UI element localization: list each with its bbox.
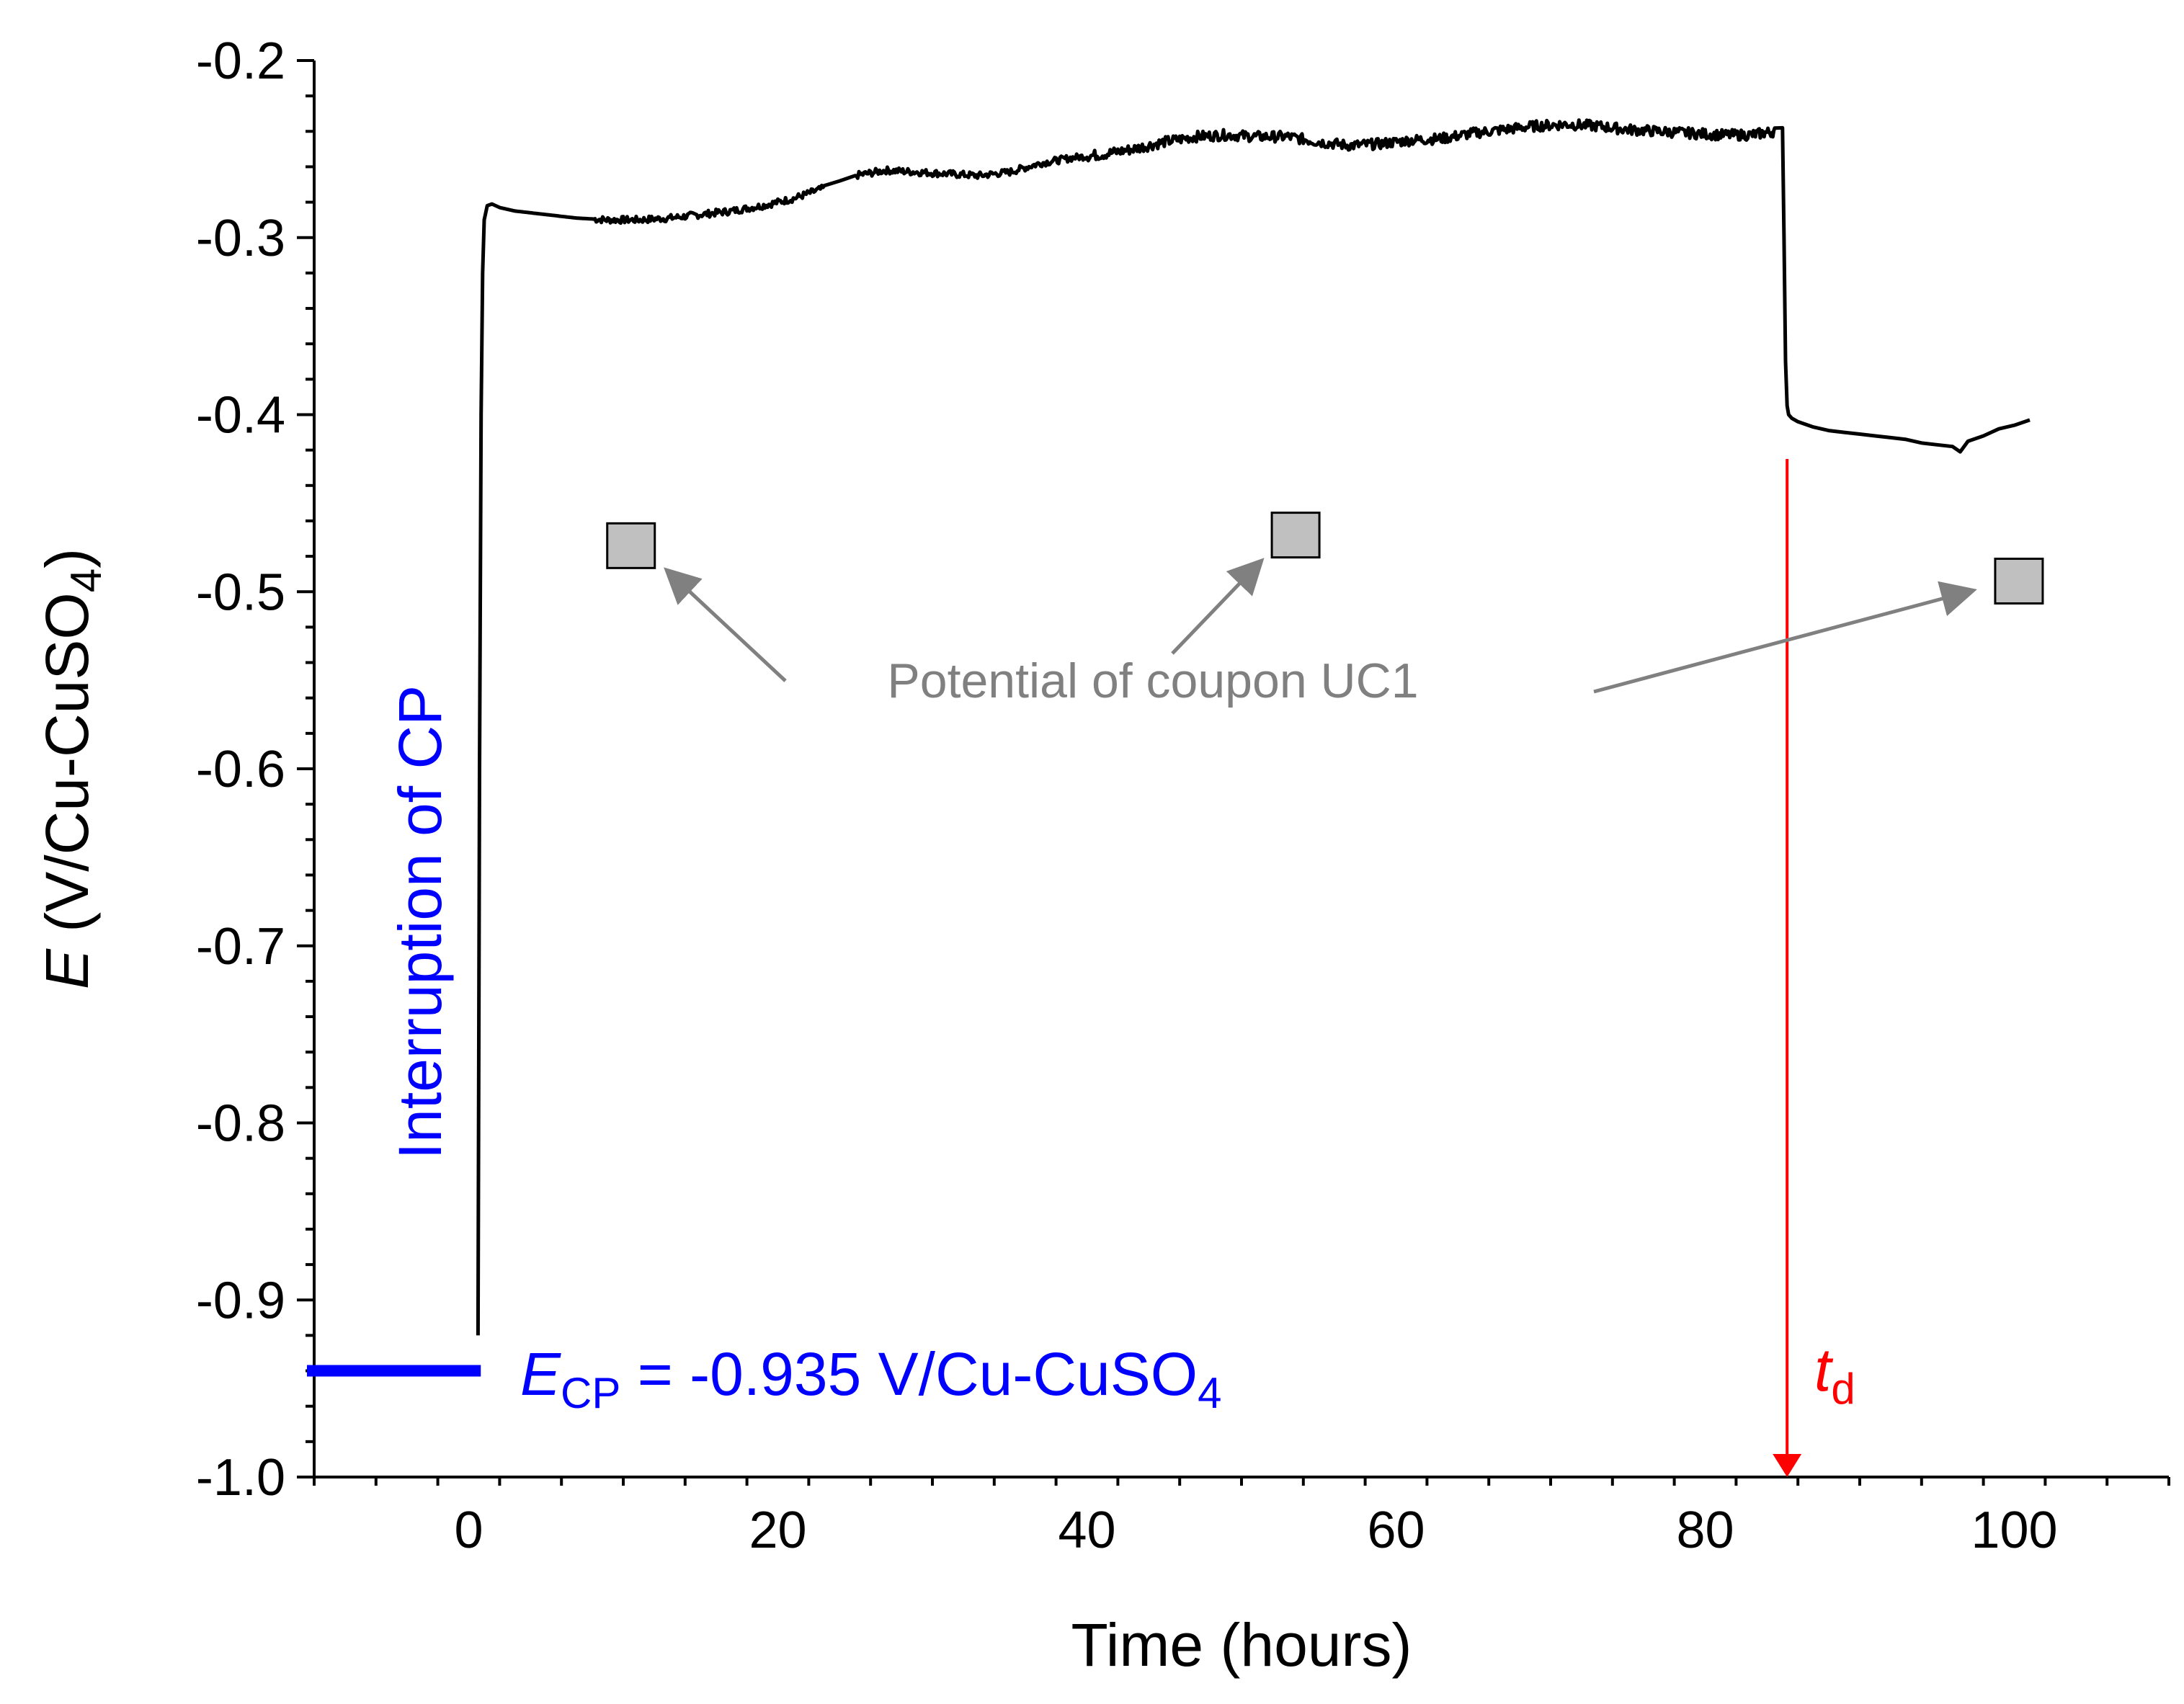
y-tick-label: -0.7 bbox=[196, 918, 285, 976]
coupon-arrow bbox=[1593, 581, 1977, 694]
y-tick-label: -0.5 bbox=[196, 563, 285, 621]
td-label: td bbox=[1814, 1336, 1855, 1413]
y-ticks: -1.0 -0.9 -0.8 -0.7 -0.6 -0.5 -0.4 -0.3 -0.2 bbox=[196, 32, 314, 1507]
y-tick-label: -0.6 bbox=[196, 741, 285, 798]
axes: 0 20 40 60 80 100 -1.0 -0.9 -0.8 -0.7 -0.6 -0.5 -0.… bbox=[196, 32, 2170, 1559]
coupon-marker bbox=[606, 522, 656, 569]
y-tick-label: -0.9 bbox=[196, 1272, 285, 1329]
coupon-marker bbox=[1994, 558, 2044, 605]
y-axis-title-var: E bbox=[33, 948, 101, 989]
x-tick-label: 40 bbox=[1058, 1502, 1115, 1559]
y-tick-label: -0.8 bbox=[196, 1095, 285, 1153]
ecp-label-subscript: CP bbox=[561, 1369, 620, 1417]
x-tick-label: 80 bbox=[1676, 1502, 1734, 1559]
coupon-arrows bbox=[664, 558, 1977, 694]
y-axis-title-unit: (V/Cu-CuSO bbox=[33, 592, 101, 949]
ecp-label-value: = -0.935 V/Cu-CuSO bbox=[620, 1340, 1198, 1408]
x-tick-label: 0 bbox=[454, 1502, 483, 1559]
y-axis-title-subscript: 4 bbox=[62, 568, 110, 592]
coupon-marker bbox=[1270, 512, 1321, 559]
y-axis-title: E (V/Cu-CuSO4) bbox=[33, 548, 110, 989]
x-tick-label: 60 bbox=[1367, 1502, 1425, 1559]
ecp-label: ECP = -0.935 V/Cu-CuSO4 bbox=[520, 1340, 1221, 1417]
x-ticks: 0 20 40 60 80 100 bbox=[313, 1477, 2170, 1559]
y-tick-label: -1.0 bbox=[196, 1449, 285, 1507]
x-tick-label: 100 bbox=[1971, 1502, 2057, 1559]
x-axis-title: Time (hours) bbox=[1071, 1611, 1412, 1679]
coupon-arrow bbox=[664, 567, 787, 682]
x-tick-label: 20 bbox=[749, 1502, 806, 1559]
coupon-markers bbox=[606, 512, 2044, 605]
ecp-label-subscript-2: 4 bbox=[1198, 1369, 1221, 1417]
y-axis-title-close: ) bbox=[33, 548, 101, 568]
y-tick-label: -0.3 bbox=[196, 210, 285, 267]
coupon-arrow bbox=[1171, 558, 1265, 655]
td-label-var: t bbox=[1814, 1336, 1834, 1404]
plot-area bbox=[307, 118, 2044, 1477]
coupon-annotation-label: Potential of coupon UC1 bbox=[887, 654, 1418, 708]
y-tick-label: -0.4 bbox=[196, 387, 285, 445]
td-label-subscript: d bbox=[1831, 1365, 1855, 1413]
series-line-potential bbox=[476, 118, 2031, 1336]
y-tick-label: -0.2 bbox=[196, 32, 285, 90]
interruption-label: Interruption of CP bbox=[386, 685, 454, 1159]
ecp-label-var: E bbox=[520, 1340, 561, 1408]
